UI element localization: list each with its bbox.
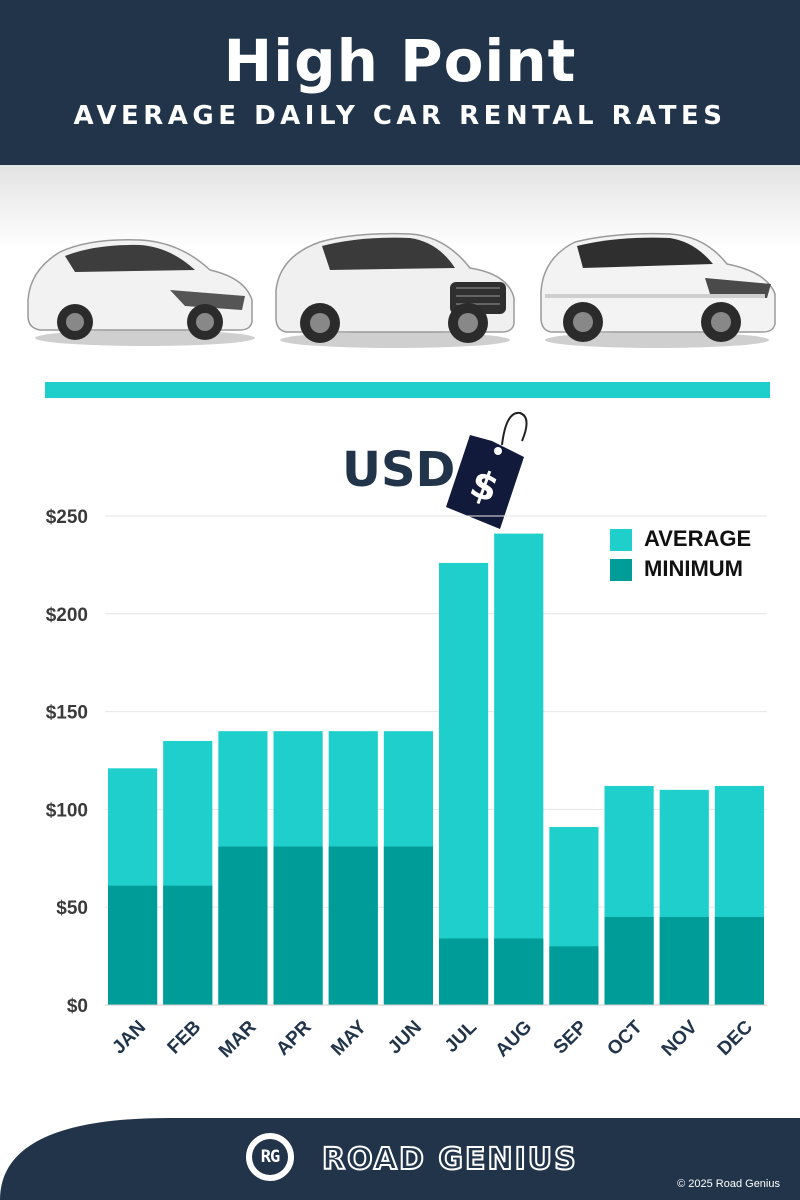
bar-minimum bbox=[549, 946, 599, 1005]
header-banner: High Point AVERAGE DAILY CAR RENTAL RATE… bbox=[0, 0, 800, 165]
bar-minimum bbox=[494, 938, 544, 1005]
page-subtitle: AVERAGE DAILY CAR RENTAL RATES bbox=[73, 101, 727, 131]
accent-divider bbox=[45, 382, 770, 398]
bar-minimum bbox=[659, 916, 709, 1005]
x-tick-label: AUG bbox=[492, 1017, 537, 1062]
x-tick-label: APR bbox=[272, 1016, 315, 1059]
y-tick-label: $150 bbox=[46, 703, 88, 724]
bar-minimum bbox=[604, 916, 654, 1005]
bar-minimum bbox=[439, 938, 489, 1005]
y-tick-label: $200 bbox=[46, 605, 88, 626]
y-tick-label: $100 bbox=[46, 800, 88, 821]
copyright-text: © 2025 Road Genius bbox=[677, 1178, 780, 1190]
y-tick-label: $250 bbox=[46, 507, 88, 528]
legend-minimum-label: MINIMUM bbox=[644, 556, 743, 581]
currency-label: USD bbox=[342, 442, 456, 498]
x-tick-label: MAR bbox=[215, 1016, 261, 1062]
x-tick-label: FEB bbox=[164, 1017, 206, 1059]
bar-minimum bbox=[108, 885, 158, 1005]
bar-minimum bbox=[714, 916, 764, 1005]
x-tick-label: JAN bbox=[108, 1017, 150, 1059]
y-tick-label: $0 bbox=[67, 996, 88, 1017]
x-tick-label: OCT bbox=[603, 1016, 646, 1059]
legend-minimum-swatch bbox=[610, 559, 632, 581]
bar-average bbox=[439, 562, 489, 1005]
bar-average bbox=[494, 533, 544, 1005]
bar-minimum bbox=[383, 846, 433, 1005]
x-tick-label: SEP bbox=[550, 1016, 592, 1058]
price-tag-icon: $ bbox=[446, 411, 528, 529]
legend-average-label: AVERAGE bbox=[644, 526, 752, 551]
logo-monogram: RG bbox=[252, 1139, 288, 1175]
x-tick-label: DEC bbox=[714, 1016, 757, 1059]
suv-car-icon bbox=[275, 232, 515, 348]
brand-name: ROAD GENIUS bbox=[321, 1141, 578, 1178]
x-tick-label: NOV bbox=[658, 1016, 702, 1060]
x-tick-label: JUL bbox=[441, 1016, 482, 1057]
hatchback-car-icon bbox=[27, 239, 255, 346]
legend-average-swatch bbox=[610, 529, 632, 551]
y-tick-label: $50 bbox=[56, 898, 88, 919]
rental-rate-chart: $0 $50 $100 $150 $200 $250 JAN FEB MAR APR MAY JUN J… bbox=[46, 507, 767, 1062]
bar-minimum bbox=[163, 885, 213, 1005]
x-tick-label: MAY bbox=[327, 1016, 371, 1060]
crossover-car-icon bbox=[540, 232, 776, 348]
road-genius-logo: RG bbox=[246, 1133, 294, 1181]
x-tick-label: JUN bbox=[384, 1017, 426, 1059]
bar-minimum bbox=[328, 846, 378, 1005]
bar-minimum bbox=[273, 846, 323, 1005]
page-title: High Point bbox=[223, 27, 577, 95]
footer bbox=[0, 1118, 800, 1200]
bar-minimum bbox=[218, 846, 268, 1005]
